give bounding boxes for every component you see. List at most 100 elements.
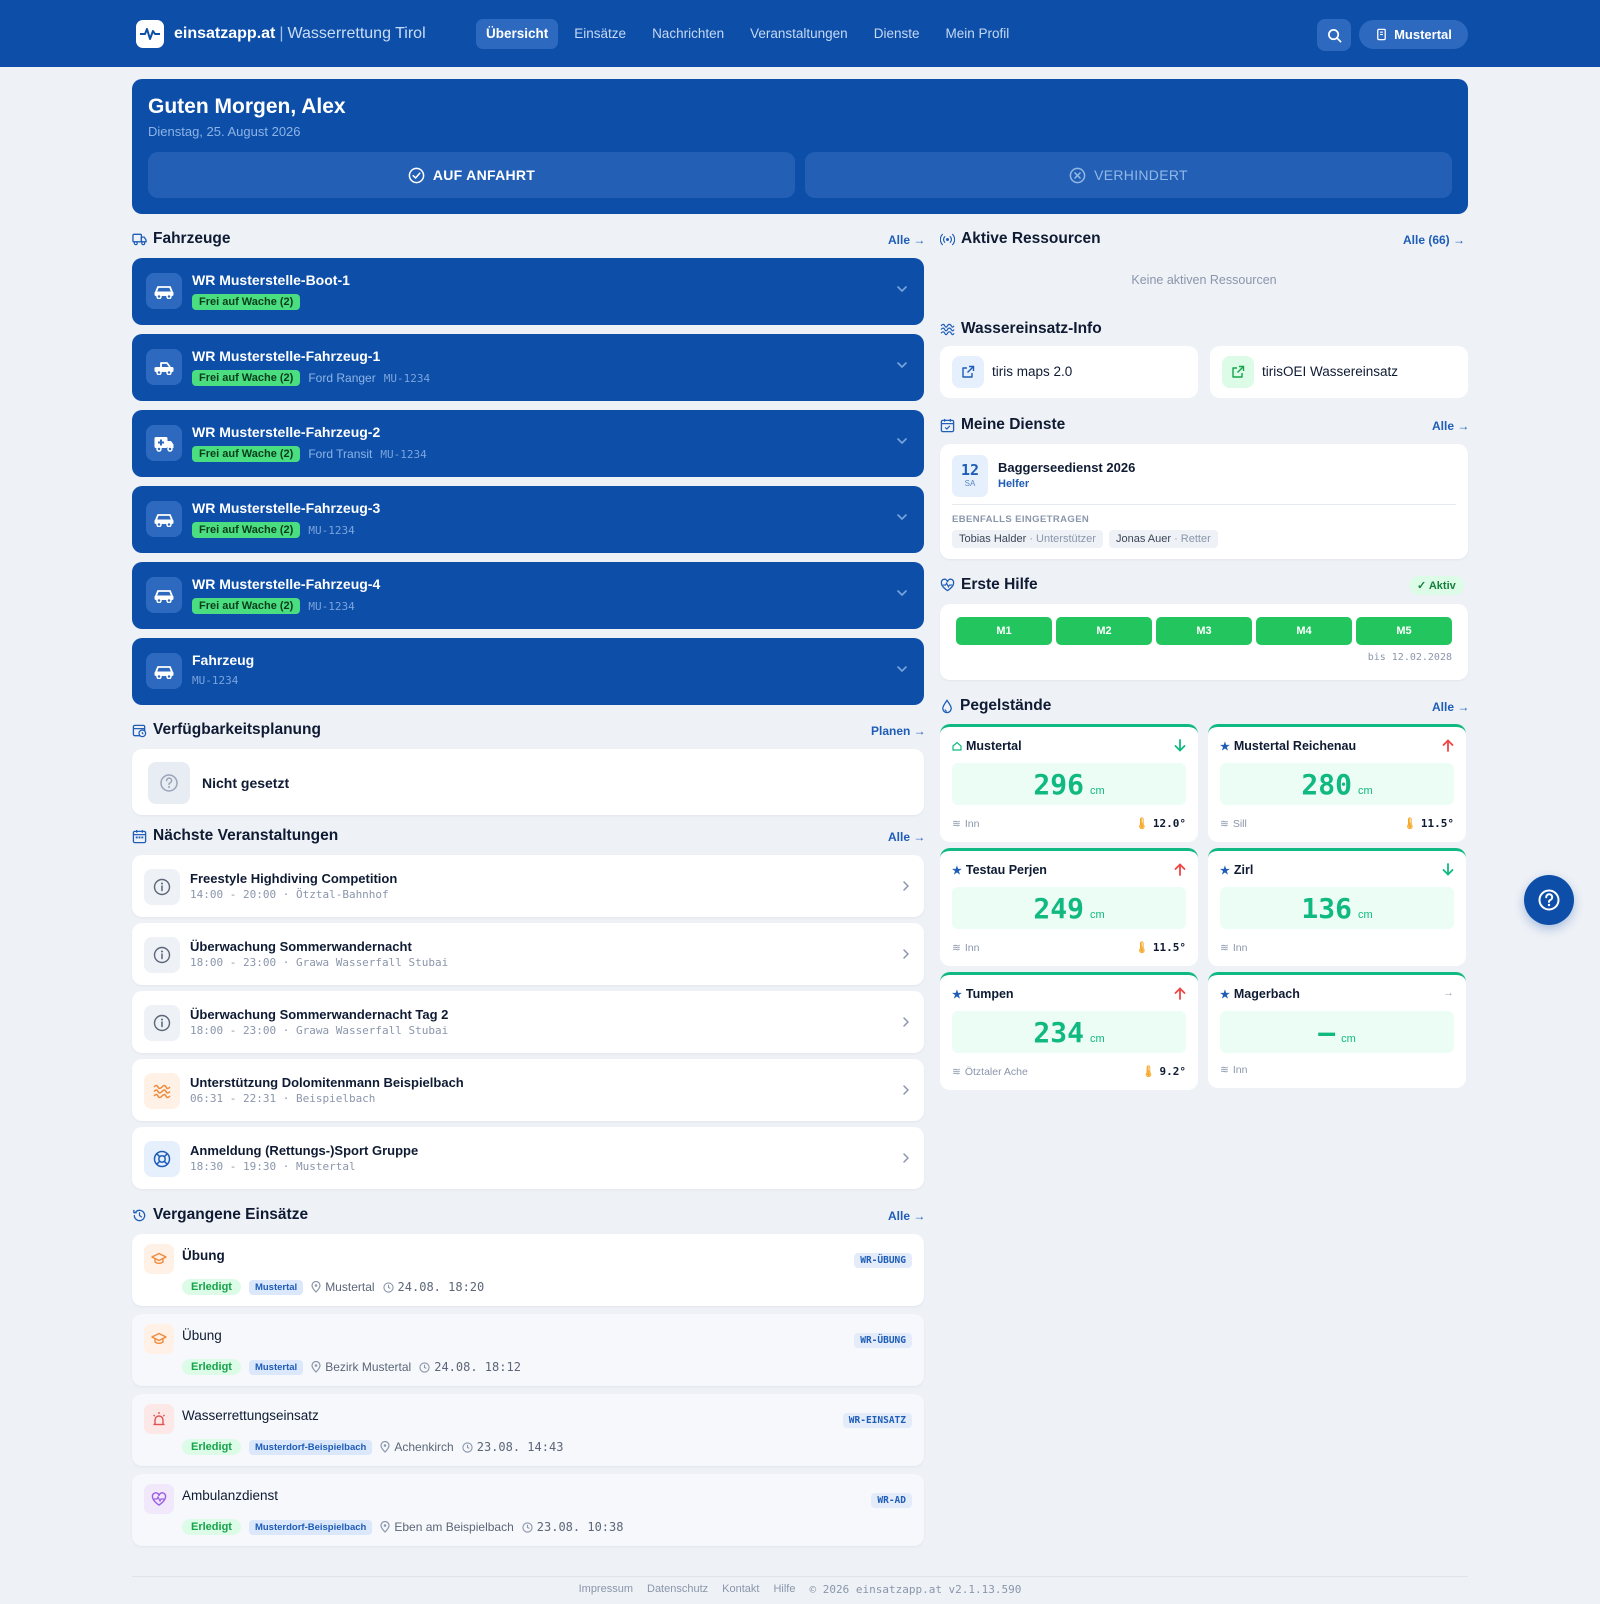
mission-org-badge: Musterdorf-Beispielbach: [248, 1519, 373, 1535]
vehicle-card[interactable]: WR Musterstelle-Fahrzeug-2 Frei auf Wach…: [132, 410, 924, 477]
vehicles-all-link[interactable]: Alle →: [888, 233, 926, 247]
star-icon: ★: [1220, 740, 1230, 753]
availability-card[interactable]: Nicht gesetzt: [132, 749, 924, 815]
first-aid-modules: M1 M2 M3 M4 M5: [956, 617, 1452, 645]
gauge-card[interactable]: Mustertal 296 cm ≋ Inn 🌡 12.0°: [940, 724, 1198, 842]
search-button[interactable]: [1317, 19, 1351, 51]
chevron-down-icon[interactable]: [896, 665, 908, 673]
nav-link-einsaetze[interactable]: Einsätze: [574, 26, 627, 41]
footer-link-hilfe[interactable]: Hilfe: [773, 1583, 796, 1595]
vehicles-heading: Fahrzeuge: [132, 230, 231, 248]
module-m3[interactable]: M3: [1156, 617, 1252, 645]
gauge-river: ≋ Inn: [1220, 1064, 1248, 1076]
on-the-way-button[interactable]: AUF ANFAHRT: [148, 152, 795, 198]
water-info-title: Wassereinsatz-Info: [961, 320, 1102, 337]
availability-heading: Verfügbarkeitsplanung: [132, 721, 321, 739]
vehicle-details: Frei auf Wache (2) MU-1234: [192, 598, 355, 614]
chevron-down-icon[interactable]: [896, 285, 908, 293]
registered-person-chip: Tobias Halder · Unterstützer: [952, 530, 1103, 548]
chevron-down-icon[interactable]: [896, 361, 908, 369]
footer-link-kontakt[interactable]: Kontakt: [722, 1583, 760, 1595]
event-item[interactable]: Anmeldung (Rettungs-)Sport Gruppe 18:30 …: [132, 1127, 924, 1189]
event-item[interactable]: Überwachung Sommerwandernacht 18:00 - 23…: [132, 923, 924, 985]
vehicle-details: Frei auf Wache (2) Ford Ranger MU-1234: [192, 370, 430, 386]
vehicle-card[interactable]: Fahrzeug MU-1234: [132, 638, 924, 705]
droplet-icon: [942, 698, 952, 713]
chevron-down-icon[interactable]: [896, 589, 908, 597]
gauge-unit: cm: [1357, 785, 1373, 797]
brand[interactable]: einsatzapp.at | Wasserrettung Tirol: [136, 20, 426, 48]
module-m1[interactable]: M1: [956, 617, 1052, 645]
footer-link-impressum[interactable]: Impressum: [578, 1583, 633, 1595]
brand-subtitle: Wasserrettung Tirol: [287, 25, 426, 42]
link-label: tiris maps 2.0: [992, 364, 1073, 379]
vehicle-plate: MU-1234: [308, 599, 355, 613]
vehicle-plate: MU-1234: [383, 371, 431, 385]
past-mission-item[interactable]: Übung WR-ÜBUNG Erledigt Mustertal Bezirk…: [132, 1314, 924, 1386]
vehicle-card[interactable]: WR Musterstelle-Fahrzeug-3 Frei auf Wach…: [132, 486, 924, 553]
also-registered-label: EBENFALLS EINGETRAGEN: [952, 514, 1090, 525]
tiris-oei-link[interactable]: tirisOEI Wassereinsatz: [1210, 346, 1468, 398]
footer-divider: [132, 1576, 1468, 1577]
first-aid-card: M1 M2 M3 M4 M5 bis 12.02.2028: [940, 604, 1468, 680]
footer-link-datenschutz[interactable]: Datenschutz: [647, 1583, 709, 1595]
vehicle-card[interactable]: WR Musterstelle-Fahrzeug-1 Frei auf Wach…: [132, 334, 924, 401]
nav-link-nachrichten[interactable]: Nachrichten: [652, 26, 725, 41]
waves-icon: ≋: [1220, 818, 1229, 830]
chevron-down-icon[interactable]: [896, 513, 908, 521]
past-mission-item[interactable]: Wasserrettungseinsatz WR-EINSATZ Erledig…: [132, 1394, 924, 1466]
vehicles-title: Fahrzeuge: [153, 230, 231, 247]
event-title: Anmeldung (Rettungs-)Sport Gruppe: [190, 1143, 419, 1158]
brand-name: einsatzapp.at: [174, 25, 276, 42]
events-all-link[interactable]: Alle →: [888, 830, 926, 844]
gauges-all-link[interactable]: Alle →: [1432, 700, 1470, 714]
availability-plan-link[interactable]: Planen →: [871, 724, 926, 738]
siren-icon: [144, 1404, 174, 1434]
car-icon: [146, 577, 182, 613]
gauge-card[interactable]: ★ Magerbach → – cm ≋ Inn: [1208, 972, 1466, 1088]
chevron-right-icon: [903, 1017, 909, 1027]
greeting-title: Guten Morgen, Alex: [148, 95, 346, 118]
gauges-title: Pegelstände: [960, 697, 1052, 714]
nav-link-dienste[interactable]: Dienste: [873, 26, 920, 41]
duty-card[interactable]: 12 SA Baggerseedienst 2026 Helfer EBENFA…: [940, 444, 1468, 559]
vehicle-card[interactable]: WR Musterstelle-Boot-1 Frei auf Wache (2…: [132, 258, 924, 325]
gauge-station: ★ Testau Perjen: [952, 863, 1047, 877]
gauge-card[interactable]: ★ Mustertal Reichenau 280 cm ≋ Sill 🌡 11.5°: [1208, 724, 1466, 842]
gauge-card[interactable]: ★ Testau Perjen 249 cm ≋ Inn 🌡 11.5°: [940, 848, 1198, 966]
tiris-maps-link[interactable]: tiris maps 2.0: [940, 346, 1198, 398]
nav-link-veranstaltungen[interactable]: Veranstaltungen: [750, 26, 848, 41]
module-m5[interactable]: M5: [1356, 617, 1452, 645]
chevron-right-icon: [903, 881, 909, 891]
module-m4[interactable]: M4: [1256, 617, 1352, 645]
duties-heading: Meine Dienste: [940, 416, 1065, 434]
vehicle-details: Frei auf Wache (2) MU-1234: [192, 522, 355, 538]
mission-time: 23.08. 14:43: [476, 1440, 564, 1454]
mission-status-badge: Erledigt: [182, 1279, 241, 1295]
event-item[interactable]: Überwachung Sommerwandernacht Tag 2 18:0…: [132, 991, 924, 1053]
event-item[interactable]: Unterstützung Dolomitenmann Beispielbach…: [132, 1059, 924, 1121]
organization-switcher[interactable]: Mustertal: [1359, 20, 1468, 49]
nav-link-uebersicht[interactable]: Übersicht: [476, 19, 559, 49]
event-item[interactable]: Freestyle Highdiving Competition 14:00 -…: [132, 855, 924, 917]
gauge-card[interactable]: ★ Zirl 136 cm ≋ Inn: [1208, 848, 1466, 966]
vehicle-details: MU-1234: [192, 674, 238, 687]
module-m2[interactable]: M2: [1056, 617, 1152, 645]
nav-link-mein-profil[interactable]: Mein Profil: [945, 26, 1010, 41]
unavailable-button[interactable]: VERHINDERT: [805, 152, 1452, 198]
duties-all-link[interactable]: Alle →: [1432, 419, 1470, 433]
past-mission-item[interactable]: Ambulanzdienst WR-AD Erledigt Musterdorf…: [132, 1474, 924, 1546]
past-missions-all-link[interactable]: Alle →: [888, 1209, 926, 1223]
star-icon: ★: [1220, 988, 1230, 1001]
arrow-up-icon: [1442, 739, 1454, 752]
waves-icon: ≋: [1220, 942, 1229, 954]
past-mission-item[interactable]: Übung WR-ÜBUNG Erledigt Mustertal Muster…: [132, 1234, 924, 1306]
gauge-card[interactable]: ★ Tumpen 234 cm ≋ Ötztaler Ache 🌡 9.2°: [940, 972, 1198, 1090]
calendar-icon: [132, 829, 147, 843]
help-button[interactable]: [1524, 875, 1574, 925]
resources-all-link[interactable]: Alle (66) →: [1403, 233, 1466, 247]
vehicle-card[interactable]: WR Musterstelle-Fahrzeug-4 Frei auf Wach…: [132, 562, 924, 629]
chevron-down-icon[interactable]: [896, 437, 908, 445]
event-title: Freestyle Highdiving Competition: [190, 871, 398, 886]
arrow-up-icon: [1174, 863, 1186, 876]
